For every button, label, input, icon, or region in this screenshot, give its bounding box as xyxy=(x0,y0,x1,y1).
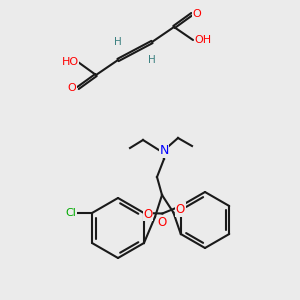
Text: O: O xyxy=(193,9,201,19)
Text: H: H xyxy=(148,55,156,65)
Text: O: O xyxy=(143,208,153,220)
Text: O: O xyxy=(68,83,76,93)
Text: O: O xyxy=(176,203,185,216)
Text: N: N xyxy=(159,145,169,158)
Text: OH: OH xyxy=(194,35,212,45)
Text: H: H xyxy=(114,37,122,47)
Text: O: O xyxy=(158,216,167,229)
Text: HO: HO xyxy=(61,57,79,67)
Text: Cl: Cl xyxy=(66,208,76,218)
